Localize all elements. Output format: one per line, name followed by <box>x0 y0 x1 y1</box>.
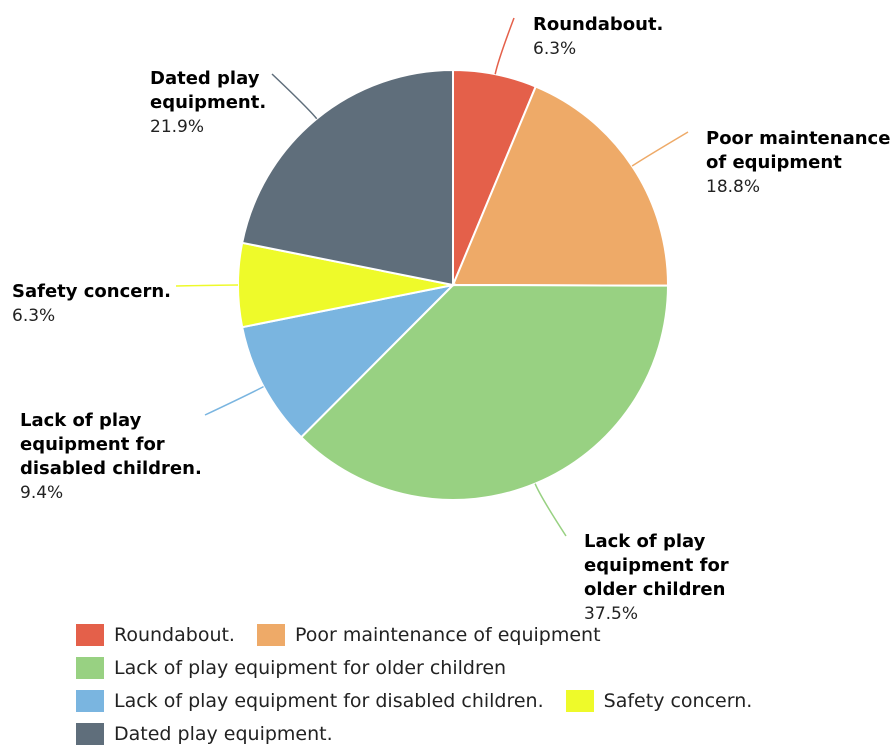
legend-item-dated-play-equipment[interactable]: Dated play equipment. <box>76 722 333 745</box>
data-label-name: disabled children. <box>20 458 202 479</box>
data-label-percent: 21.9% <box>150 117 204 137</box>
legend-row: Dated play equipment. <box>76 717 876 750</box>
legend-swatch <box>76 656 104 679</box>
legend-swatch <box>565 689 594 712</box>
data-label-dated-play-equipment: Dated play equipment. 21.9% <box>150 68 266 137</box>
data-label-name: of equipment <box>706 152 842 173</box>
data-label-poor-maintenance-of-equipment: Poor maintenance of equipment 18.8% <box>706 128 890 197</box>
data-label-percent: 6.3% <box>533 39 576 59</box>
pie-slice-dated-play-equipment <box>241 68 454 287</box>
data-label-lack-of-play-equipment-for-older-children: Lack of play equipment for older children 3… <box>584 531 729 620</box>
connector-roundabout <box>494 17 515 75</box>
data-label-name: Lack of play <box>20 410 142 431</box>
legend-swatch <box>76 722 104 745</box>
legend-item-safety-concern[interactable]: Safety concern. <box>565 689 753 712</box>
legend-item-roundabout[interactable]: Roundabout. <box>76 623 235 646</box>
connector-lack-of-play-equipment-for-disabled-children <box>204 385 264 416</box>
data-label-roundabout: Roundabout. 6.3% <box>533 14 663 59</box>
pie-slice-poor-maintenance-of-equipment <box>451 85 669 287</box>
data-label-name: Dated play <box>150 68 260 89</box>
data-label-safety-concern: Safety concern. 6.3% <box>12 281 171 326</box>
data-label-percent: 9.4% <box>20 483 63 503</box>
legend-label: Lack of play equipment for older childre… <box>114 656 507 679</box>
data-label-name: Poor maintenance <box>706 128 890 149</box>
legend-item-poor-maintenance-of-equipment[interactable]: Poor maintenance of equipment <box>256 623 601 646</box>
data-label-name: Lack of play <box>584 531 706 552</box>
data-label-name: equipment. <box>150 92 266 113</box>
connector-safety-concern <box>175 284 239 287</box>
connector-lack-of-play-equipment-for-older-children <box>534 483 567 537</box>
legend-swatch <box>76 623 104 646</box>
legend-item-lack-of-play-equipment-for-disabled-children[interactable]: Lack of play equipment for disabled chil… <box>76 689 544 712</box>
data-label-name: older children <box>584 579 725 600</box>
pie-slice-lack-of-play-equipment-for-disabled-children <box>241 283 457 439</box>
legend-label: Roundabout. <box>114 623 235 646</box>
pie-chart: Roundabout. 6.3% Poor maintenance of equipm… <box>12 14 890 620</box>
data-label-name: equipment for <box>20 434 165 455</box>
legend-row: Roundabout. Poor maintenance of equipment <box>76 618 876 651</box>
data-label-name: Safety concern. <box>12 281 171 302</box>
connector-dated-play-equipment <box>271 73 318 120</box>
pie-slices <box>237 68 670 501</box>
data-label-name: equipment for <box>584 555 729 576</box>
connector-poor-maintenance-of-equipment <box>631 131 689 167</box>
label-connectors <box>175 17 689 537</box>
legend-label: Dated play equipment. <box>114 722 333 745</box>
legend-label: Safety concern. <box>603 689 753 712</box>
data-label-name: Roundabout. <box>533 14 663 35</box>
legend-row: Lack of play equipment for disabled chil… <box>76 684 876 717</box>
chart-legend: Roundabout. Poor maintenance of equipment… <box>76 618 876 750</box>
legend-label: Lack of play equipment for disabled chil… <box>114 689 544 712</box>
data-label-percent: 37.5% <box>584 604 638 620</box>
legend-swatch <box>76 689 104 712</box>
pie-slice-lack-of-play-equipment-for-older-children <box>299 283 670 501</box>
data-label-percent: 6.3% <box>12 306 55 326</box>
legend-item-lack-of-play-equipment-for-older-children[interactable]: Lack of play equipment for older childre… <box>76 656 507 679</box>
data-label-percent: 18.8% <box>706 177 760 197</box>
data-labels: Roundabout. 6.3% Poor maintenance of equipm… <box>12 14 890 620</box>
legend-swatch <box>256 623 285 646</box>
legend-label: Poor maintenance of equipment <box>294 623 601 646</box>
legend-row: Lack of play equipment for older childre… <box>76 651 876 684</box>
data-label-lack-of-play-equipment-for-disabled-children: Lack of play equipment for disabled childr… <box>20 410 202 503</box>
